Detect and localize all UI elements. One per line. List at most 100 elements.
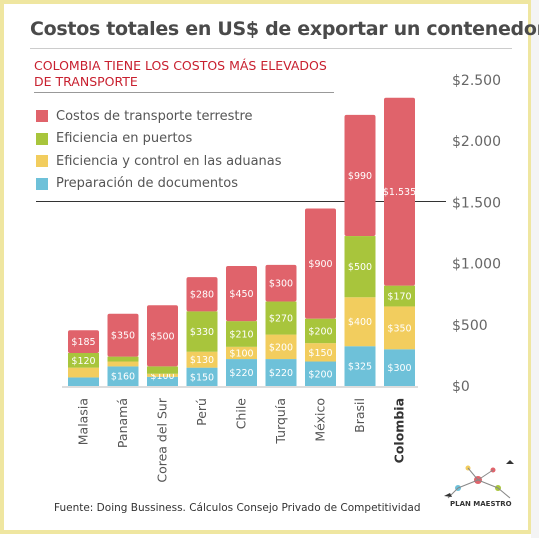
data-label: $400 [348,317,372,328]
bar-segment [305,208,336,319]
bar-segment [384,285,415,307]
chart-title: Costos totales en US$ de exportar un con… [30,18,539,40]
data-label: $1.535 [383,187,416,198]
bar-segment [147,305,178,367]
bar-segment [226,346,257,360]
source-note: Fuente: Doing Bussiness. Cálculos Consej… [54,502,421,514]
category-label: Turquía [273,398,288,445]
bar-segment [68,330,99,353]
data-label: $100 [150,371,174,382]
bar-segment [147,376,178,386]
bar-segment [186,351,218,368]
legend-item: Costos de transporte terrestre [36,105,306,128]
bar-segment [107,361,139,367]
bar-segment [107,356,139,362]
legend-item: Preparación de documentos [36,173,306,196]
data-label: $170 [387,292,411,303]
data-label: $500 [150,331,174,342]
data-label: $160 [111,372,135,383]
data-label: $900 [308,259,332,270]
bar-segment [305,361,336,386]
data-label: $300 [387,363,411,374]
bar-segment [265,301,297,335]
legend-label: Costos de transporte terrestre [56,108,253,124]
title-divider [30,48,512,49]
data-label: $210 [229,329,253,340]
bar-segment [344,236,376,298]
bar-segment [226,321,257,347]
legend-swatch [36,155,48,168]
bar-segment [384,349,415,386]
legend-swatch [36,177,48,190]
bar-segment [344,114,376,237]
subtitle-divider [34,92,334,93]
y-tick-label: $0 [452,379,470,395]
data-label: $325 [348,362,372,373]
data-label: $990 [348,171,372,182]
data-label: $300 [269,279,293,290]
category-label: Colombia [392,398,407,463]
data-label: $200 [308,369,332,380]
bar-segment [147,366,178,374]
bar-segment [384,97,415,286]
data-label: $270 [269,314,293,325]
bar-segment [344,346,376,386]
bar-segment [68,352,99,368]
legend-swatch [36,110,48,123]
category-label: Panamá [115,398,130,448]
data-label: $100 [229,348,253,359]
y-tick-label: $2.500 [452,73,501,89]
data-label: $500 [348,262,372,273]
logo-text: PLAN MAESTRO [450,500,512,508]
data-label: $450 [229,289,253,300]
bar-segment [384,306,415,350]
bar-segment [186,311,218,352]
y-tick-label: $2.000 [452,134,501,150]
bar-segment [107,313,139,357]
chart-subtitle: COLOMBIA TIENE LOS COSTOS MÁS ELEVADOS D… [34,58,327,89]
bar-segment [68,377,99,386]
legend-label: Eficiencia y control en las aduanas [56,153,282,169]
data-label: $130 [190,355,214,366]
y-tick-label: $1.500 [452,195,501,211]
y-tick-label: $500 [452,318,488,334]
bar-segment [186,367,218,386]
legend-label: Preparación de documentos [56,176,238,192]
bar-segment [226,266,257,322]
legend-item: Eficiencia y control en las aduanas [36,150,306,173]
bar-segment [305,343,336,362]
category-label: Chile [234,398,249,430]
data-label: $150 [190,372,214,383]
data-label: $350 [111,331,135,342]
bar-segment [305,318,336,344]
category-label: México [313,398,328,442]
bar-segment [265,334,297,360]
data-label: $200 [269,342,293,353]
data-label: $200 [308,326,332,337]
category-label: Perú [194,398,209,426]
data-label: $220 [229,368,253,379]
data-label: $280 [190,290,214,301]
legend: Costos de transporte terrestre Eficiencia… [36,105,306,195]
data-label: $185 [71,337,95,348]
category-label: Corea del Sur [155,397,170,482]
data-label: $220 [269,368,293,379]
legend-divider [36,201,446,202]
bar-segment [68,367,99,378]
bar-segment [147,373,178,377]
data-label: $150 [308,348,332,359]
bar-segment [107,366,139,386]
bar-segment [226,359,257,386]
legend-label: Eficiencia en puertos [56,131,193,147]
plan-maestro-logo [444,460,514,499]
data-label: $120 [71,356,95,367]
bar-segment [186,277,218,312]
legend-swatch [36,132,48,145]
bar-segment [344,297,376,347]
category-label: Malasia [76,398,91,445]
bar-segment [265,264,297,302]
bar-segment [265,359,297,386]
y-tick-label: $1.000 [452,257,501,273]
category-label: Brasil [352,398,367,433]
